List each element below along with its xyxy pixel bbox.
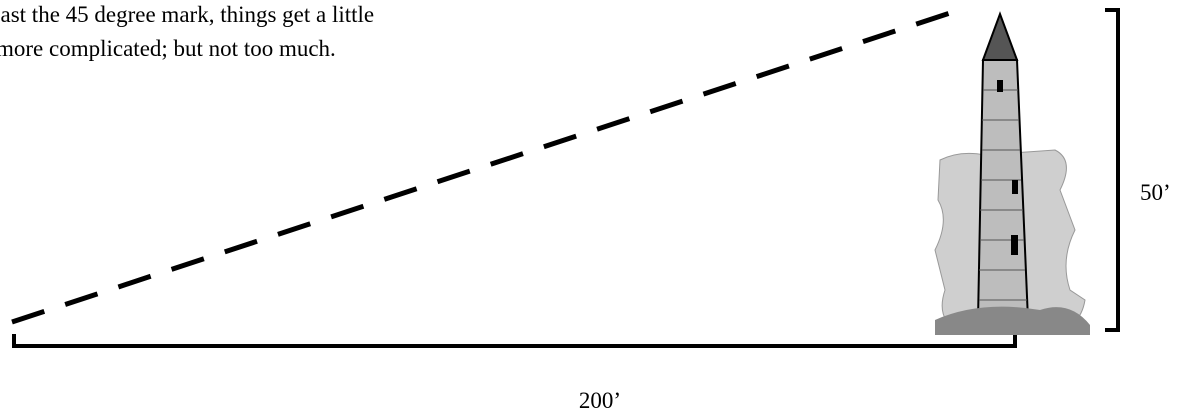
height-label: 50’	[1140, 180, 1171, 205]
height-bracket	[1105, 10, 1118, 330]
base-bracket	[14, 334, 1015, 346]
caption-line: more complicated; but not too much.	[0, 36, 336, 61]
diagram: past the 45 degree mark, things get a li…	[0, 0, 1189, 419]
tower	[935, 14, 1090, 335]
caption-line: past the 45 degree mark, things get a li…	[0, 2, 374, 27]
base-label: 200’	[579, 388, 621, 413]
